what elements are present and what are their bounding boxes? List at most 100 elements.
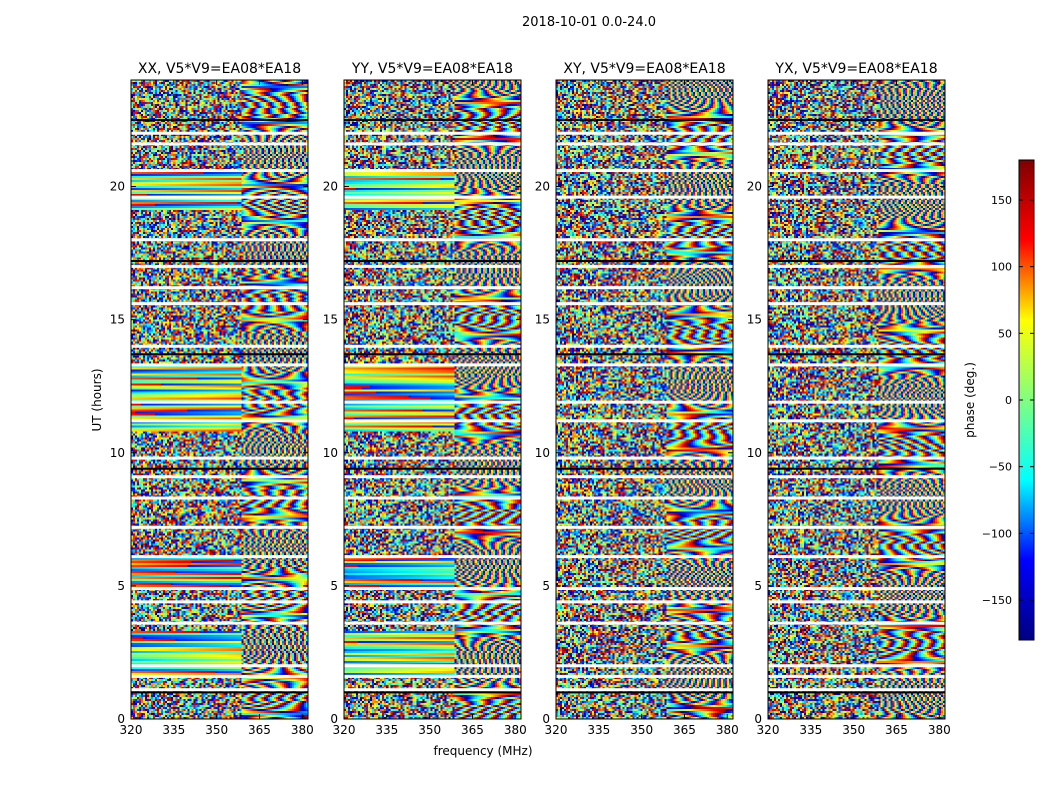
panel-title: YY, V5*V9=EA08*EA18 bbox=[351, 61, 513, 77]
x-tick-label: 365 bbox=[248, 723, 271, 737]
black-band bbox=[344, 691, 521, 694]
x-tick-label: 320 bbox=[545, 723, 568, 737]
x-tick-label: 350 bbox=[842, 723, 865, 737]
blank-band bbox=[556, 555, 733, 559]
blank-band bbox=[768, 238, 945, 242]
blank-band bbox=[344, 587, 521, 591]
y-tick-label: 0 bbox=[754, 712, 762, 726]
blank-band bbox=[768, 169, 945, 173]
colorbar-tick-label: 0 bbox=[1005, 394, 1012, 407]
panel-3: YX, V5*V9=EA08*EA18 320 335 350 365 380 0 5 10 15… bbox=[747, 61, 951, 737]
x-tick-label: 335 bbox=[587, 723, 610, 737]
panel-frame bbox=[555, 79, 734, 720]
colorbar: −150 −100 −50 0 50 100 150 phase (deg.) bbox=[963, 159, 1035, 641]
panel-title: XY, V5*V9=EA08*EA18 bbox=[563, 61, 725, 77]
blank-band bbox=[768, 286, 945, 290]
blank-band bbox=[768, 674, 945, 678]
colorbar-tick-label: −50 bbox=[989, 461, 1012, 474]
blank-band bbox=[768, 419, 945, 423]
x-tick-label: 350 bbox=[205, 723, 228, 737]
blank-band bbox=[768, 621, 945, 625]
blank-band bbox=[556, 302, 733, 306]
black-band bbox=[131, 467, 308, 470]
panel-frame bbox=[767, 79, 946, 720]
x-tick-label: 335 bbox=[162, 723, 185, 737]
blank-band bbox=[131, 195, 308, 199]
blank-band bbox=[556, 344, 733, 348]
y-tick-label: 5 bbox=[330, 579, 338, 593]
blank-band bbox=[131, 169, 308, 173]
blank-band bbox=[131, 419, 308, 423]
y-tick-label: 10 bbox=[535, 446, 550, 460]
blank-band bbox=[131, 674, 308, 678]
heatmap-image-0 bbox=[131, 80, 308, 719]
x-tick-label: 335 bbox=[375, 723, 398, 737]
blank-band bbox=[344, 496, 521, 500]
blank-band bbox=[344, 264, 521, 268]
x-tick-label: 320 bbox=[333, 723, 356, 737]
blank-band bbox=[344, 456, 521, 460]
blank-band bbox=[131, 302, 308, 306]
blank-band bbox=[131, 688, 308, 692]
blank-band bbox=[131, 525, 308, 529]
y-axis-label: UT (hours) bbox=[90, 368, 104, 431]
black-band bbox=[131, 118, 308, 121]
black-band bbox=[556, 467, 733, 470]
x-tick-label: 380 bbox=[504, 723, 527, 737]
blank-band bbox=[556, 142, 733, 146]
black-band bbox=[768, 353, 945, 356]
blank-band bbox=[556, 475, 733, 479]
blank-band bbox=[131, 600, 308, 604]
blank-band bbox=[344, 600, 521, 604]
blank-band bbox=[556, 131, 733, 135]
blank-band bbox=[768, 456, 945, 460]
heatmap-image-1 bbox=[344, 80, 521, 719]
blank-band bbox=[344, 344, 521, 348]
panel-0: XX, V5*V9=EA08*EA18 320 335 350 365 380 0 5 10 15… bbox=[110, 61, 314, 737]
blank-band bbox=[344, 302, 521, 306]
blank-band bbox=[556, 363, 733, 367]
blank-band bbox=[768, 664, 945, 668]
black-band bbox=[768, 691, 945, 694]
x-tick-label: 365 bbox=[461, 723, 484, 737]
blank-band bbox=[344, 664, 521, 668]
x-tick-label: 350 bbox=[630, 723, 653, 737]
panels-group: XX, V5*V9=EA08*EA18 320 335 350 365 380 0 5 10 15… bbox=[110, 61, 951, 737]
blank-band bbox=[768, 142, 945, 146]
black-band bbox=[556, 118, 733, 121]
blank-band bbox=[131, 400, 308, 404]
blank-band bbox=[344, 131, 521, 135]
colorbar-label: phase (deg.) bbox=[963, 362, 977, 438]
blank-band bbox=[556, 587, 733, 591]
blank-band bbox=[556, 496, 733, 500]
blank-band bbox=[768, 600, 945, 604]
blank-band bbox=[768, 475, 945, 479]
blank-band bbox=[344, 195, 521, 199]
blank-band bbox=[131, 238, 308, 242]
blank-band bbox=[556, 286, 733, 290]
blank-band bbox=[556, 621, 733, 625]
y-tick-label: 0 bbox=[330, 712, 338, 726]
blank-band bbox=[556, 195, 733, 199]
blank-band bbox=[556, 238, 733, 242]
y-tick-label: 0 bbox=[542, 712, 550, 726]
y-tick-label: 20 bbox=[747, 180, 762, 194]
blank-band bbox=[768, 264, 945, 268]
panel-title: YX, V5*V9=EA08*EA18 bbox=[774, 61, 937, 77]
blank-band bbox=[344, 621, 521, 625]
black-band bbox=[556, 691, 733, 694]
y-tick-label: 0 bbox=[117, 712, 125, 726]
blank-band bbox=[768, 555, 945, 559]
black-band bbox=[131, 353, 308, 356]
x-axis-label: frequency (MHz) bbox=[433, 744, 532, 758]
black-band bbox=[556, 260, 733, 263]
blank-band bbox=[768, 195, 945, 199]
x-tick-label: 380 bbox=[716, 723, 739, 737]
blank-band bbox=[768, 400, 945, 404]
colorbar-tick-label: −100 bbox=[982, 527, 1012, 540]
blank-band bbox=[344, 238, 521, 242]
blank-band bbox=[131, 286, 308, 290]
blank-band bbox=[131, 496, 308, 500]
y-tick-label: 15 bbox=[323, 313, 338, 327]
